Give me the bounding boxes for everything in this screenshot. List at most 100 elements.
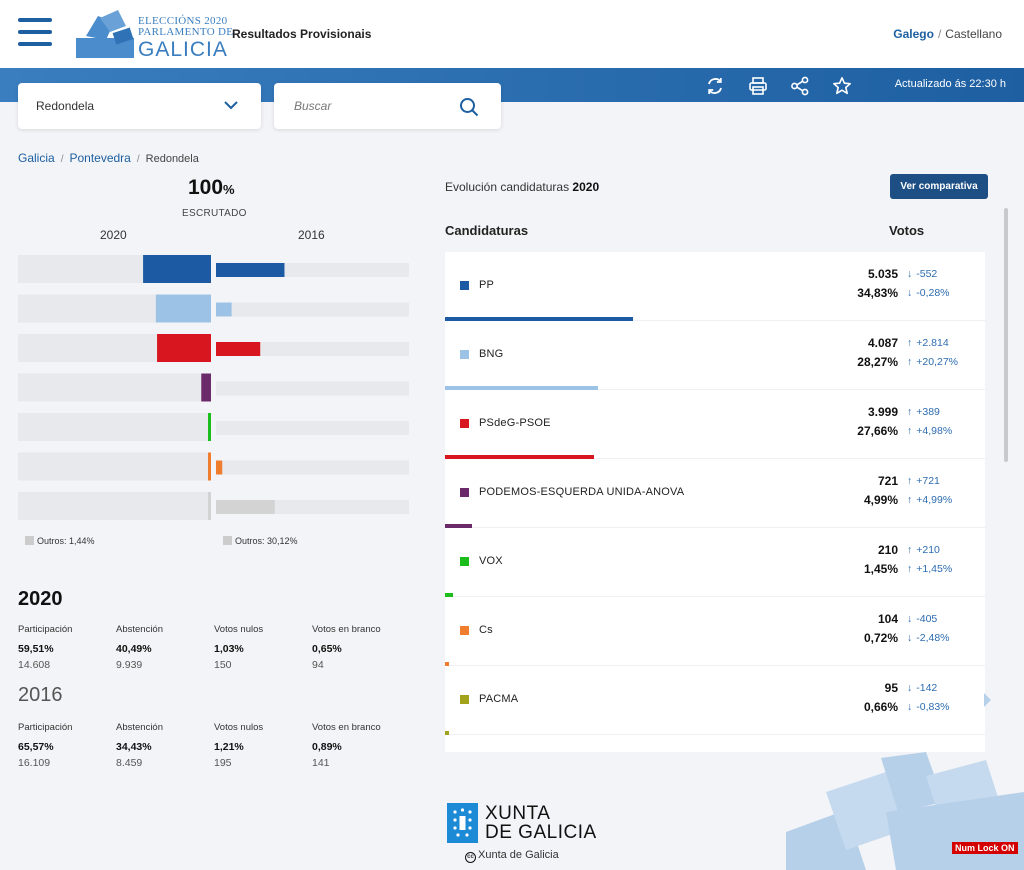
party-share-bar — [445, 317, 634, 321]
candidatura-row[interactable]: PACMA 95 0,66% ↓ -142 ↓ -0,83% — [445, 666, 985, 735]
bar-track-2016 — [216, 302, 409, 317]
breadcrumb-current: Redondela — [145, 153, 199, 165]
stats-2020-title: 2020 — [18, 588, 63, 610]
party-percent: 0,72% — [863, 631, 898, 645]
party-name: PACMA — [479, 693, 519, 705]
party-percent: 0,66% — [863, 700, 898, 714]
party-votes: 210 — [877, 543, 898, 557]
arrow-up-icon: ↑ — [907, 475, 913, 487]
arrow-down-icon: ↓ — [907, 682, 913, 694]
star-icon[interactable] — [832, 76, 852, 96]
stat-abstencion-2016: Abstención 34,43% 8.459 — [116, 722, 164, 769]
arrow-down-icon: ↓ — [907, 632, 913, 644]
candidatura-row[interactable]: PP 5.035 34,83% ↓ -552 ↓ -0,28% — [445, 252, 985, 321]
numlock-indicator: Num Lock ON — [952, 842, 1018, 854]
bar-2016-BNG — [216, 302, 232, 317]
candidatura-row[interactable]: BNG 4.087 28,27% ↑ +2.814 ↑ +20,27% — [445, 321, 985, 390]
search-input[interactable] — [294, 95, 454, 117]
updated-time: Actualizado ás 22:30 h — [894, 78, 1006, 90]
votes-change: ↑ +2.814 — [907, 337, 949, 349]
party-share-bar — [445, 593, 453, 597]
candidatura-row[interactable]: PODEMOS-ESQUERDA UNIDA-ANOVA 721 4,99% ↑ +72… — [445, 459, 985, 528]
stats-2020: Participación 59,51% 14.608 Abstención 40,4… — [18, 624, 418, 671]
chevron-down-icon — [224, 101, 238, 110]
top-header: ELECCIÓNS 2020 PARLAMENTO DE GALICIA Res… — [0, 0, 1024, 68]
app-title: Resultados Provisionais — [232, 27, 372, 41]
menu-icon[interactable] — [18, 18, 52, 46]
xunta-shield-icon — [447, 803, 478, 843]
party-percent: 1,45% — [863, 562, 898, 576]
bar-2020-VOX — [208, 413, 211, 441]
party-color-swatch — [460, 557, 469, 566]
bar-track-2016 — [216, 381, 409, 396]
arrow-up-icon: ↑ — [907, 406, 913, 418]
votes-change: ↓ -552 — [907, 268, 938, 280]
year-2016-label: 2016 — [298, 228, 325, 242]
breadcrumb-pontevedra[interactable]: Pontevedra — [69, 151, 131, 165]
party-share-bar — [445, 662, 449, 666]
share-icon[interactable] — [790, 76, 810, 96]
location-select[interactable]: Redondela — [18, 83, 261, 129]
bar-track-2016 — [216, 460, 409, 475]
scrollbar[interactable] — [1004, 208, 1008, 462]
party-color-swatch — [460, 488, 469, 497]
lang-galego-link[interactable]: Galego — [893, 27, 934, 41]
ballot-box-logo-icon[interactable] — [74, 8, 224, 60]
bar-track-2020 — [18, 452, 211, 481]
print-icon[interactable] — [748, 76, 768, 96]
bar-2016-Cs — [216, 460, 223, 475]
bar-2020-PSdeG-PSOE — [157, 334, 211, 362]
lang-castellano-link[interactable]: Castellano — [945, 27, 1002, 41]
arrow-down-icon: ↓ — [907, 287, 913, 299]
others-2020: Outros: 1,44% — [25, 536, 95, 546]
votes-change: ↓ -142 — [907, 682, 938, 694]
bar-2016-PP — [216, 263, 285, 277]
party-votes: 721 — [877, 474, 898, 488]
party-percent: 4,99% — [863, 493, 898, 507]
candidatura-row[interactable]: VOX 210 1,45% ↑ +210 ↑ +1,45% — [445, 528, 985, 597]
bar-2016-PACMA/Outros — [216, 500, 275, 514]
comparison-bar-chart — [18, 255, 409, 520]
percent-change: ↑ +4,98% — [907, 425, 953, 437]
bar-track-2020 — [18, 492, 211, 520]
next-arrow-icon[interactable] — [984, 693, 991, 707]
candidatura-row[interactable]: PSdeG-PSOE 3.999 27,66% ↑ +389 ↑ +4,98% — [445, 390, 985, 459]
breadcrumb: Galicia / Pontevedra / Redondela — [18, 151, 199, 165]
breadcrumb-galicia[interactable]: Galicia — [18, 151, 55, 165]
bar-2020-BNG — [155, 294, 211, 323]
bar-2016-PSdeG-PSOE — [216, 342, 261, 356]
party-name: PP — [479, 279, 495, 291]
party-color-swatch — [460, 419, 469, 428]
party-votes: 4.087 — [867, 336, 898, 350]
percent-change: ↑ +20,27% — [907, 356, 958, 368]
arrow-up-icon: ↑ — [907, 356, 913, 368]
party-votes: 95 — [884, 681, 898, 695]
arrow-up-icon: ↑ — [907, 563, 913, 575]
percent-change: ↓ -2,48% — [907, 632, 950, 644]
percent-change: ↓ -0,83% — [907, 701, 950, 713]
xunta-text: XUNTA DE GALICIA — [485, 803, 597, 843]
party-percent: 28,27% — [857, 355, 898, 369]
refresh-icon[interactable] — [705, 76, 725, 96]
bar-2020-PACMA/Outros — [208, 492, 211, 520]
party-color-swatch — [460, 626, 469, 635]
party-share-bar — [445, 455, 595, 459]
arrow-up-icon: ↑ — [907, 544, 913, 556]
scrutiny-label: ESCRUTADO — [182, 208, 247, 219]
compare-button[interactable]: Ver comparativa — [890, 174, 988, 199]
candidaturas-list[interactable]: PP 5.035 34,83% ↓ -552 ↓ -0,28% BNG 4.087 28,27% ↑… — [445, 252, 985, 752]
party-percent: 34,83% — [857, 286, 898, 300]
arrow-up-icon: ↑ — [907, 337, 913, 349]
stat-participacion-2020: Participación 59,51% 14.608 — [18, 624, 73, 671]
search-icon[interactable] — [459, 97, 479, 117]
bar-2020-Cs — [208, 452, 211, 481]
location-select-value: Redondela — [36, 99, 95, 113]
arrow-up-icon: ↑ — [907, 494, 913, 506]
others-2016: Outros: 30,12% — [223, 536, 298, 546]
candidatura-row[interactable]: Cs 104 0,72% ↓ -405 ↓ -2,48% — [445, 597, 985, 666]
percent-change: ↓ -0,28% — [907, 287, 950, 299]
party-name: VOX — [479, 555, 503, 567]
party-name: BNG — [479, 348, 504, 360]
party-color-swatch — [460, 695, 469, 704]
stat-abstencion-2020: Abstención 40,49% 9.939 — [116, 624, 164, 671]
